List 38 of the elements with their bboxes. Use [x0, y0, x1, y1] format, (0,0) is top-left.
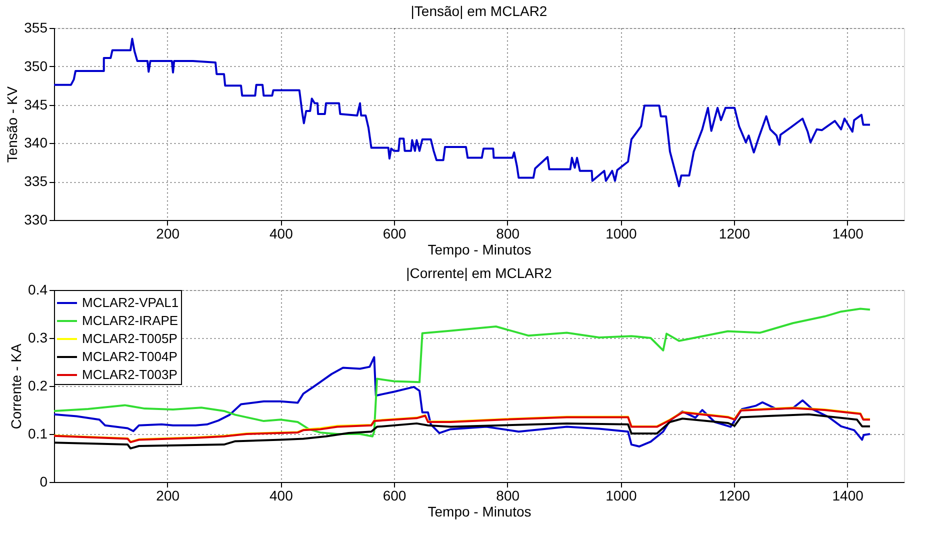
legend-label: MCLAR2-T004P	[82, 349, 178, 364]
x-tick-label: 800	[496, 226, 520, 242]
x-tick-label: 400	[269, 488, 294, 504]
x-tick-label: 1400	[832, 488, 864, 504]
legend-label: MCLAR2-T005P	[82, 331, 178, 346]
chart-title: |Tensão| em MCLAR2	[410, 3, 548, 19]
x-axis-title: Tempo - Minutos	[428, 242, 532, 258]
x-tick-label: 800	[496, 488, 520, 504]
legend-label: MCLAR2-VPAL1	[82, 295, 179, 310]
x-tick-label: 1000	[606, 226, 637, 242]
y-axis-title: Tensão - KV	[4, 86, 20, 163]
x-axis-title: Tempo - Minutos	[428, 504, 532, 520]
y-tick-label: 355	[24, 20, 48, 36]
y-tick-label: 340	[24, 134, 48, 151]
legend-label: MCLAR2-IRAPE	[82, 313, 178, 328]
x-tick-label: 1000	[606, 488, 637, 504]
x-tick-label: 200	[156, 226, 180, 242]
x-tick-label: 400	[269, 226, 294, 242]
chart-title: |Corrente| em MCLAR2	[406, 265, 552, 281]
y-tick-label: 345	[24, 96, 48, 112]
y-tick-label: 330	[24, 212, 48, 228]
x-tick-label: 1200	[718, 488, 750, 504]
x-tick-label: 1400	[832, 226, 864, 242]
legend-label: MCLAR2-T003P	[82, 367, 178, 382]
x-tick-label: 200	[156, 488, 180, 504]
y-axis-title: Corrente - KA	[8, 343, 24, 430]
y-tick-label: 0.4	[28, 282, 48, 298]
y-tick-label: 0.2	[28, 378, 48, 394]
x-tick-label: 600	[382, 226, 406, 242]
y-tick-label: 0.3	[28, 330, 48, 346]
line-series	[53, 308, 871, 438]
y-tick-label: 350	[24, 58, 48, 74]
line-series	[53, 38, 871, 188]
y-tick-label: 335	[24, 173, 48, 190]
x-tick-label: 600	[382, 488, 406, 504]
y-tick-label: 0.1	[28, 426, 48, 442]
y-tick-label: 0	[40, 474, 48, 490]
x-tick-label: 1200	[718, 226, 750, 242]
